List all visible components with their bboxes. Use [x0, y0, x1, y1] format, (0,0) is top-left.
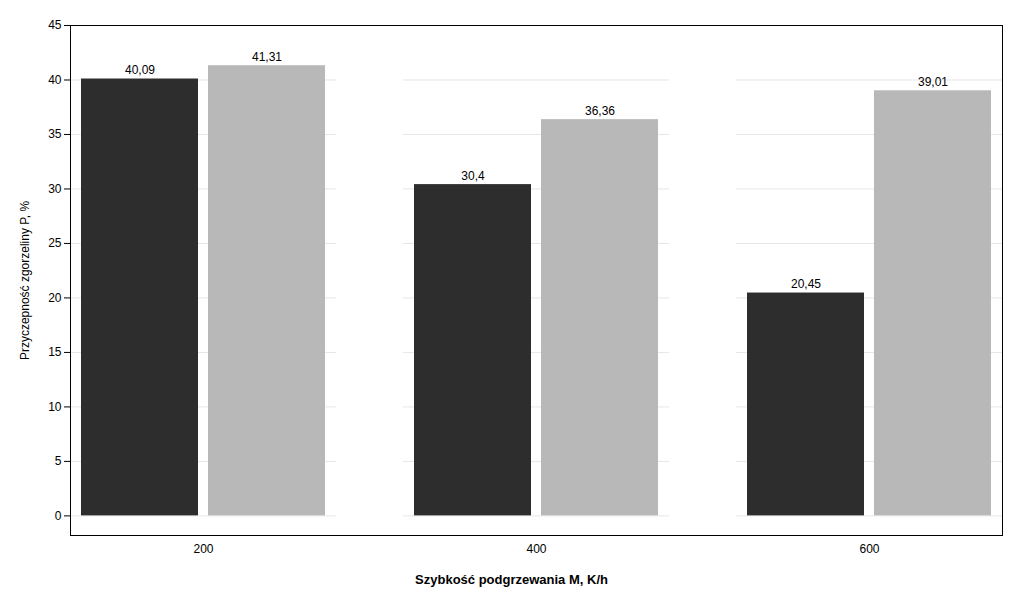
svg-text:10: 10	[48, 400, 62, 414]
svg-text:41,31: 41,31	[252, 50, 282, 64]
svg-text:39,01: 39,01	[918, 75, 948, 89]
svg-text:Przyczepność zgorzeliny P, %: Przyczepność zgorzeliny P, %	[18, 201, 32, 361]
svg-text:200: 200	[193, 542, 213, 556]
svg-text:600: 600	[859, 542, 879, 556]
svg-text:40,09: 40,09	[125, 63, 155, 77]
svg-text:36,36: 36,36	[585, 104, 615, 118]
svg-text:25: 25	[48, 236, 62, 250]
svg-text:40: 40	[48, 73, 62, 87]
svg-text:30,4: 30,4	[461, 169, 485, 183]
svg-text:400: 400	[526, 542, 546, 556]
svg-text:20,45: 20,45	[791, 277, 821, 291]
svg-text:15: 15	[48, 345, 62, 359]
svg-text:20: 20	[48, 291, 62, 305]
svg-text:45: 45	[48, 18, 62, 32]
svg-text:30: 30	[48, 182, 62, 196]
svg-text:0: 0	[55, 509, 62, 523]
svg-text:5: 5	[55, 454, 62, 468]
html-text:Szybkość podgrzewania M, K/h: Szybkość podgrzewania M, K/h	[415, 572, 608, 587]
svg-text:35: 35	[48, 127, 62, 141]
